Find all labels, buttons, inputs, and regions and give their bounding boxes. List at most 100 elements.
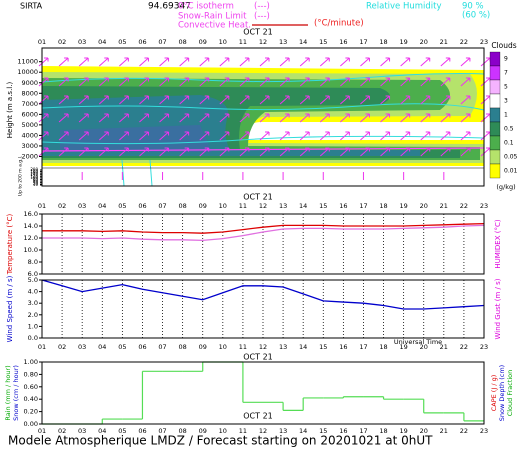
- colorbar-swatch: [489, 163, 501, 179]
- x-tick-label: 16: [339, 427, 347, 435]
- x-tick-label: 09: [199, 343, 207, 351]
- wind-arrow: [219, 147, 230, 157]
- y-tick-label: 80: [33, 176, 39, 181]
- y-tick-label: 10000: [17, 68, 38, 76]
- x-tick-label: 21: [440, 38, 448, 46]
- y-tick-label: 4000: [21, 131, 38, 139]
- x-tick-label: 01: [38, 343, 46, 351]
- x-tick-label: 18: [379, 202, 387, 210]
- wind-arrow: [340, 147, 350, 157]
- wind-arrow: [159, 147, 170, 157]
- y-tick-label: 120: [30, 173, 38, 178]
- y-tick-label: 2000: [21, 152, 38, 160]
- x-tick-label: 20: [420, 38, 428, 46]
- wind-arrow: [199, 147, 210, 157]
- y-tick-label: 16.0: [24, 210, 38, 218]
- cloud-field: [41, 66, 485, 187]
- x-tick-label: 07: [158, 202, 166, 210]
- x-tick-label: 16: [339, 202, 347, 210]
- x-tick-label: 03: [78, 427, 86, 435]
- wind-arrow: [279, 147, 290, 157]
- colorbar-title: Clouds: [491, 41, 516, 50]
- panel-frame: [41, 47, 485, 187]
- x-tick-label: 01: [38, 202, 46, 210]
- y-tick-label: 3000: [21, 142, 38, 150]
- legend-isotherm-key: (---): [254, 2, 270, 12]
- wind-arrow: [179, 77, 190, 87]
- wind-arrow: [420, 95, 431, 105]
- x-tick-label: 03: [78, 343, 86, 351]
- wind-arrow: [98, 131, 109, 141]
- wind-arrow: [179, 95, 190, 105]
- wind-arrow: [38, 147, 49, 157]
- x-tick-label: 15: [319, 202, 327, 210]
- wind-arrow: [78, 147, 89, 157]
- wind-arrow: [38, 113, 49, 123]
- legend-snow-rain: Snow-Rain Limit: [178, 12, 247, 22]
- wind-arrow: [440, 147, 451, 157]
- cloud-area: [60, 125, 212, 152]
- wind-arrow: [259, 77, 270, 87]
- x-tick-label: 17: [359, 427, 367, 435]
- wind-arrow: [319, 131, 330, 141]
- wind-arrow: [440, 95, 451, 105]
- y-tick-label: 60: [33, 178, 39, 183]
- wind-arrow: [319, 77, 330, 87]
- wind-arrow: [98, 57, 109, 67]
- x-tick-label: 10: [219, 427, 227, 435]
- legend-convective: Convective Heat.: [178, 21, 251, 31]
- x-tick-label: 23: [480, 202, 488, 210]
- colorbar-label: 0.01: [504, 168, 518, 175]
- axis-label: Cloud Fraction: [506, 370, 514, 417]
- colorbar-swatch: [489, 51, 501, 67]
- y-tick-label: 0.0: [28, 334, 38, 342]
- y-tick-label: 200: [30, 167, 38, 172]
- wind-arrow: [380, 77, 391, 87]
- wind-arrow: [340, 113, 350, 123]
- wind-arrow: [440, 131, 451, 141]
- wind-arrow: [400, 131, 411, 141]
- wind-arrow: [239, 113, 250, 123]
- y-tick-label: 11000: [17, 58, 38, 66]
- panel-frame: [41, 361, 485, 425]
- x-tick-label: 07: [158, 427, 166, 435]
- isotherm-line: [41, 147, 485, 152]
- y-tick-label: 5.0: [28, 276, 38, 284]
- x-tick-label: 01: [38, 427, 46, 435]
- y-tick-label: 10.0: [24, 246, 38, 254]
- panel-frame: [41, 279, 485, 339]
- x-tick-label: 09: [199, 427, 207, 435]
- wind-arrow: [139, 147, 149, 157]
- x-tick-label: 04: [98, 38, 106, 46]
- axis-label: Snow (cm / hour): [12, 365, 20, 421]
- wind-arrow: [360, 147, 370, 157]
- axis-label: HUMIDEX (°C): [494, 219, 502, 268]
- x-tick-label: 21: [440, 202, 448, 210]
- x-tick-label: 04: [98, 427, 106, 435]
- wind-arrow: [259, 113, 270, 123]
- wind-arrow: [460, 77, 471, 87]
- colorbar-label: 9: [504, 56, 508, 63]
- wind-arrow: [98, 95, 109, 105]
- wind-arrow: [58, 131, 69, 141]
- wind-arrow: [279, 95, 290, 105]
- axis-label: Height (m a.s.l.): [6, 82, 14, 139]
- wind-arrow: [420, 57, 431, 67]
- wind-arrow: [58, 77, 69, 87]
- x-tick-label: 06: [138, 202, 146, 210]
- wind-arrow: [299, 77, 310, 87]
- wind-arrow: [360, 77, 370, 87]
- wind-arrow: [460, 95, 471, 105]
- y-tick-label: 7000: [21, 100, 38, 108]
- x-tick-label: 02: [58, 202, 66, 210]
- wind-arrow: [199, 57, 210, 67]
- wind-arrows: [38, 57, 491, 180]
- wind-arrow: [219, 95, 230, 105]
- wind-arrow: [199, 131, 210, 141]
- wind-arrow: [139, 95, 149, 105]
- wind-arrow: [340, 77, 350, 87]
- wind-arrow: [219, 131, 230, 141]
- x-tick-label: 19: [399, 427, 407, 435]
- wind-arrow: [440, 77, 451, 87]
- footer: Modele Atmospherique LMDZ / Forecast sta…: [8, 434, 433, 448]
